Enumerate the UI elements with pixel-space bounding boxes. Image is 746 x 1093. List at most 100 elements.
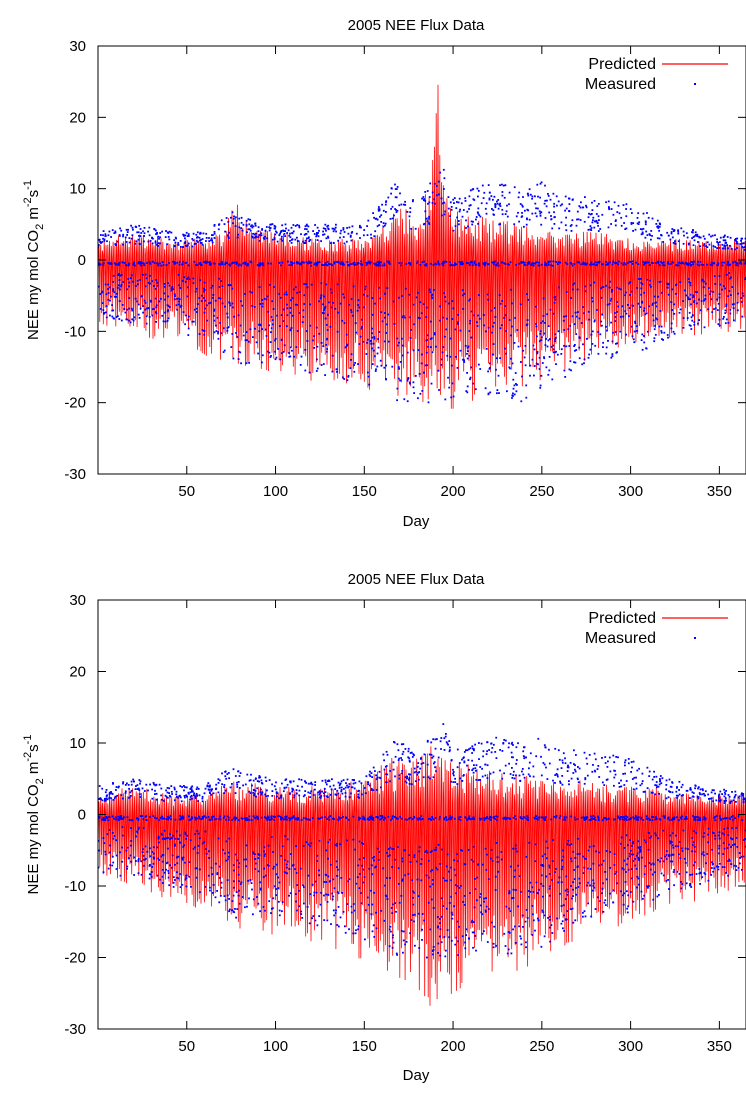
measured-point [232, 217, 235, 220]
measured-point [467, 262, 469, 265]
measured-point [681, 262, 684, 264]
measured-point [181, 858, 184, 861]
measured-point [325, 283, 327, 286]
measured-point [447, 196, 450, 198]
measured-point [175, 830, 178, 833]
measured-point [215, 818, 218, 820]
measured-point [526, 264, 529, 266]
measured-point [583, 819, 586, 821]
measured-point [544, 217, 547, 219]
measured-point [253, 233, 256, 236]
measured-point [385, 765, 388, 767]
measured-point [701, 876, 704, 878]
measured-point [266, 237, 269, 240]
measured-point [223, 223, 226, 225]
measured-point [577, 766, 579, 768]
measured-point [132, 280, 134, 283]
measured-point [213, 331, 216, 334]
measured-point [119, 227, 121, 230]
measured-point [191, 320, 194, 323]
measured-point [673, 303, 676, 306]
measured-point [281, 782, 283, 785]
measured-point [404, 316, 406, 319]
measured-point [340, 786, 343, 789]
measured-point [459, 777, 462, 780]
measured-point [118, 816, 121, 819]
measured-point [394, 196, 397, 199]
measured-point [622, 315, 625, 318]
measured-point [535, 261, 538, 264]
measured-point [660, 857, 663, 860]
measured-point [619, 816, 622, 818]
measured-point [422, 196, 425, 198]
measured-point [254, 224, 257, 227]
measured-point [555, 815, 558, 817]
measured-point [564, 757, 566, 760]
measured-point [678, 311, 681, 314]
measured-point [281, 901, 284, 903]
measured-point [389, 770, 391, 772]
measured-point [697, 797, 700, 800]
measured-point [545, 366, 548, 369]
measured-point [130, 795, 132, 797]
measured-point [564, 762, 567, 765]
measured-point [237, 358, 240, 360]
measured-point [382, 816, 384, 819]
measured-point [476, 187, 479, 190]
measured-point [195, 233, 198, 236]
measured-point [647, 886, 649, 889]
measured-point [477, 779, 480, 781]
measured-point [469, 376, 472, 379]
measured-point [425, 217, 428, 220]
measured-point [518, 774, 521, 777]
measured-point [166, 847, 169, 850]
measured-point [646, 330, 649, 333]
measured-point [648, 264, 651, 266]
chart-title: 2005 NEE Flux Data [348, 17, 485, 34]
measured-point [461, 263, 464, 266]
measured-point [447, 207, 450, 210]
measured-point [734, 248, 736, 251]
measured-point [478, 742, 480, 744]
measured-point [168, 787, 171, 790]
measured-point [490, 742, 493, 745]
measured-point [218, 263, 220, 265]
measured-point [621, 816, 624, 819]
measured-point [514, 317, 516, 319]
measured-point [223, 349, 226, 352]
measured-point [531, 212, 534, 215]
measured-point [379, 786, 382, 789]
measured-point [710, 298, 713, 301]
measured-point [188, 815, 190, 818]
measured-point [725, 273, 728, 276]
measured-point [605, 284, 607, 287]
measured-point [716, 298, 719, 301]
measured-point [406, 211, 409, 213]
measured-point [486, 816, 489, 818]
measured-point [167, 236, 170, 238]
measured-point [144, 858, 146, 861]
measured-point [361, 793, 363, 796]
measured-point [729, 294, 732, 296]
measured-point [689, 797, 691, 799]
measured-point [637, 840, 640, 843]
measured-point [348, 303, 351, 306]
measured-point [586, 338, 588, 340]
measured-point [589, 284, 592, 287]
measured-point [617, 816, 619, 819]
measured-point [702, 235, 705, 238]
measured-point [696, 816, 699, 818]
measured-point [420, 879, 423, 882]
measured-point [372, 766, 375, 769]
measured-point [255, 777, 257, 780]
measured-point [413, 767, 416, 770]
measured-point [270, 223, 272, 226]
measured-point [709, 797, 712, 800]
measured-point [103, 312, 106, 314]
measured-point [379, 818, 382, 821]
measured-point [386, 260, 388, 263]
measured-point [701, 279, 703, 282]
measured-point [178, 298, 181, 301]
measured-point [235, 332, 237, 334]
measured-point [703, 326, 706, 329]
